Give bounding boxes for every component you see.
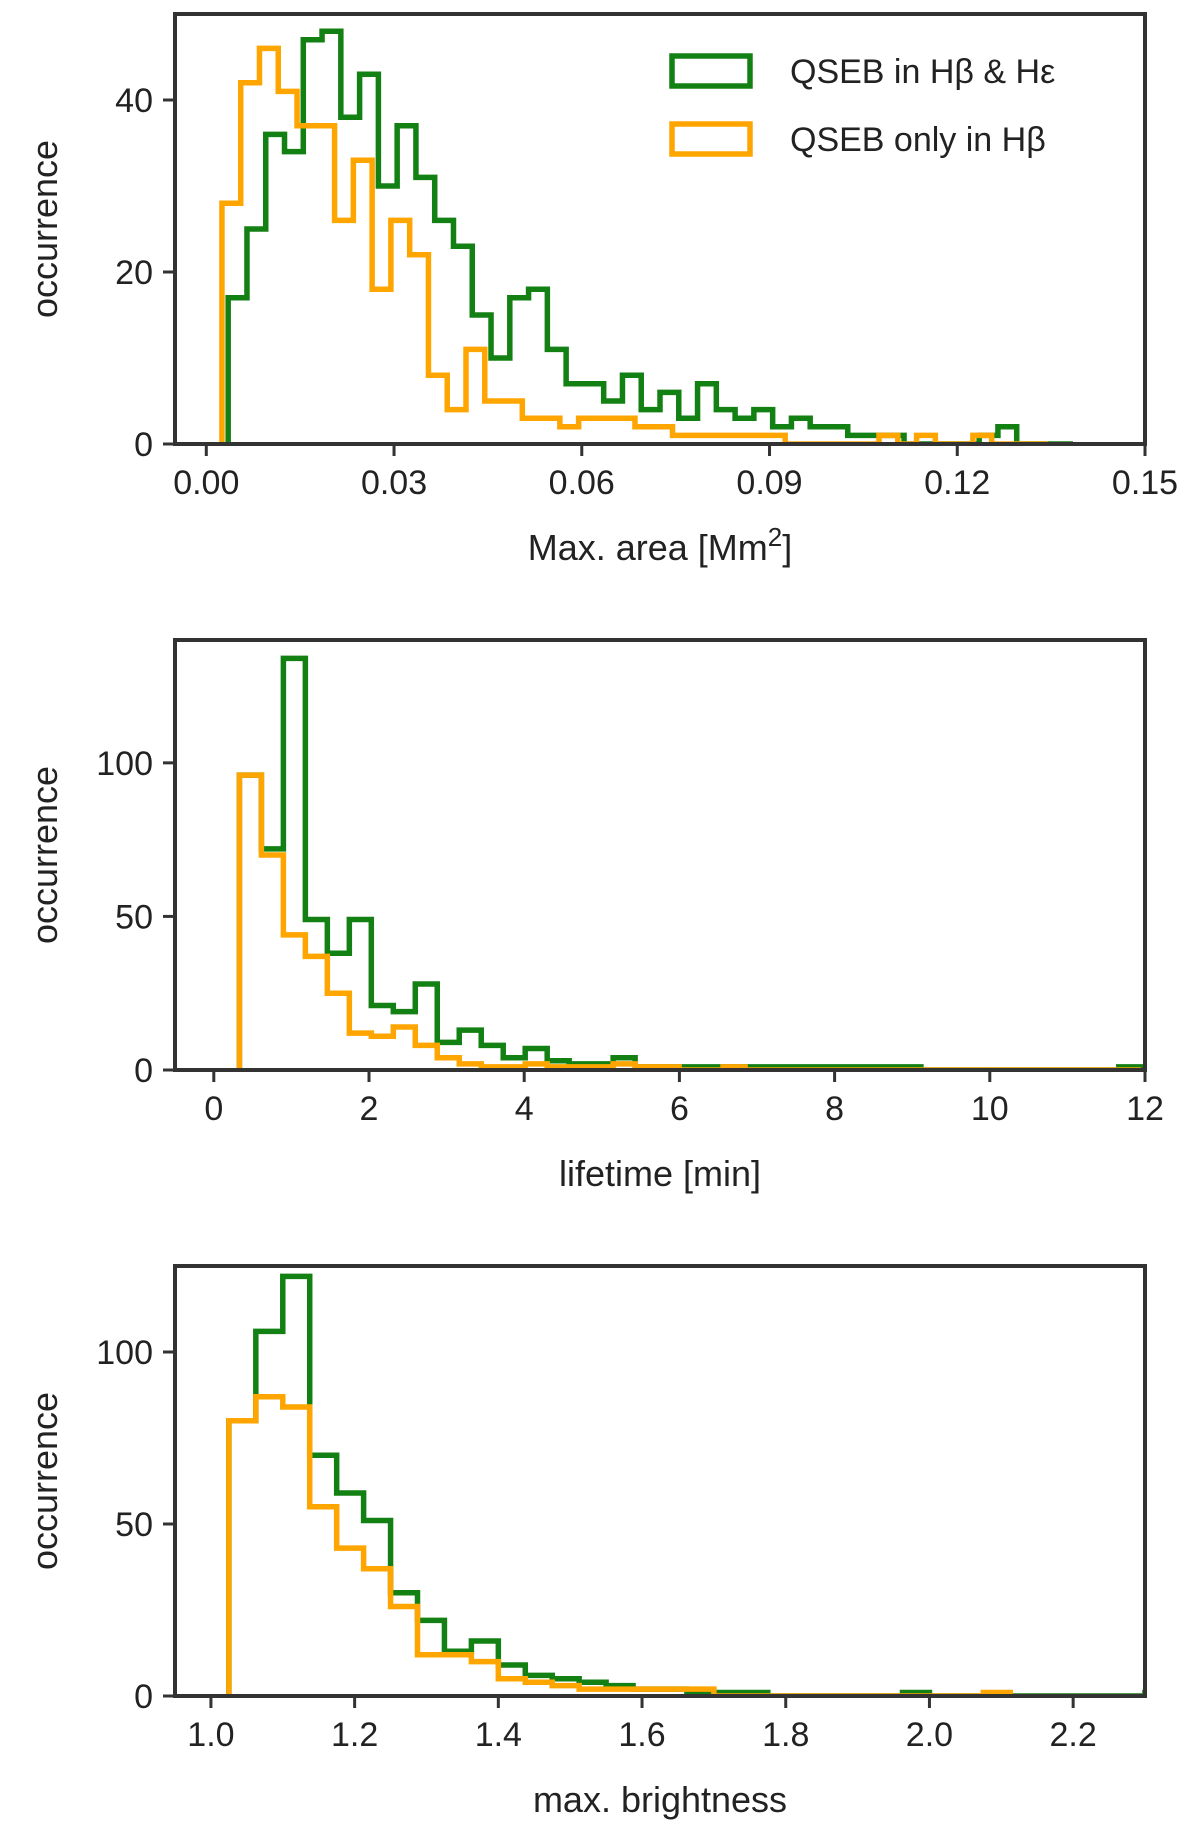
- axes-frame: [173, 12, 1147, 446]
- x-tick-label: 1.4: [475, 1716, 522, 1754]
- x-tick-label: 1.0: [187, 1716, 234, 1754]
- y-axis-label: occurrence: [24, 1392, 65, 1570]
- legend-swatch: [669, 53, 753, 89]
- y-tick-label: 0: [134, 1678, 153, 1716]
- y-tick-label: 100: [96, 745, 153, 783]
- y-tick-label: 50: [115, 898, 153, 936]
- legend: QSEB in Hβ & Hε QSEB only in Hβ: [669, 53, 1055, 159]
- histogram-panel-2: 0 2 4 6 8 10 12 0 50 100 lifetime [min] occurrence: [24, 638, 1164, 1194]
- axes-frame: [173, 1264, 1147, 1698]
- x-tick-label: 8: [825, 1090, 844, 1128]
- series-green-step: [226, 1273, 1145, 1696]
- legend-swatch: [669, 121, 753, 157]
- histogram-panel-1: 0.00 0.03 0.06 0.09 0.12 0.15 0 20 40 Max. area […: [24, 12, 1178, 568]
- y-tick-label: 100: [96, 1334, 153, 1372]
- x-tick-label: 12: [1126, 1090, 1164, 1128]
- series-green-step: [236, 655, 1144, 1070]
- x-tick-label: 1.6: [618, 1716, 665, 1754]
- y-tick-label: 0: [134, 1052, 153, 1090]
- y-axis-label: occurrence: [24, 140, 65, 318]
- x-tick-label: 0.15: [1112, 464, 1178, 502]
- x-tick-label: 4: [515, 1090, 534, 1128]
- x-tick-label: 0: [204, 1090, 223, 1128]
- x-tick-label: 0.06: [549, 464, 615, 502]
- series-orange-step: [219, 45, 1048, 444]
- x-tick-label: 1.2: [331, 1716, 378, 1754]
- x-tick-label: 0.09: [736, 464, 802, 502]
- x-tick-label: 2: [360, 1090, 379, 1128]
- y-axis-label: occurrence: [24, 766, 65, 944]
- histogram-panel-3: 1.0 1.2 1.4 1.6 1.8 2.0 2.2 0 50 100 max. brightne…: [24, 1264, 1147, 1820]
- data-layer: [236, 655, 1144, 1070]
- series-orange-step: [226, 1393, 1014, 1696]
- x-tick-label: 10: [971, 1090, 1009, 1128]
- x-tick-label: 0.12: [924, 464, 990, 502]
- x-axis-label: lifetime [min]: [559, 1153, 761, 1194]
- data-layer: [219, 28, 1074, 444]
- y-tick-label: 50: [115, 1506, 153, 1544]
- x-axis-label: Max. area [Mm2]: [528, 522, 793, 568]
- x-tick-label: 1.8: [762, 1716, 809, 1754]
- series-orange-step: [236, 772, 1141, 1070]
- data-layer: [226, 1273, 1145, 1696]
- x-tick-label: 2.0: [906, 1716, 953, 1754]
- x-tick-label: 2.2: [1050, 1716, 1097, 1754]
- y-tick-label: 0: [134, 426, 153, 464]
- axes-frame: [173, 638, 1147, 1072]
- x-tick-label: 0.00: [173, 464, 239, 502]
- x-axis-label: max. brightness: [533, 1779, 787, 1820]
- legend-label: QSEB only in Hβ: [790, 121, 1046, 159]
- x-tick-label: 6: [670, 1090, 689, 1128]
- x-tick-label: 0.03: [361, 464, 427, 502]
- series-green-step: [225, 28, 1074, 444]
- legend-label: QSEB in Hβ & Hε: [790, 53, 1055, 91]
- y-tick-label: 20: [115, 254, 153, 292]
- y-tick-label: 40: [115, 82, 153, 120]
